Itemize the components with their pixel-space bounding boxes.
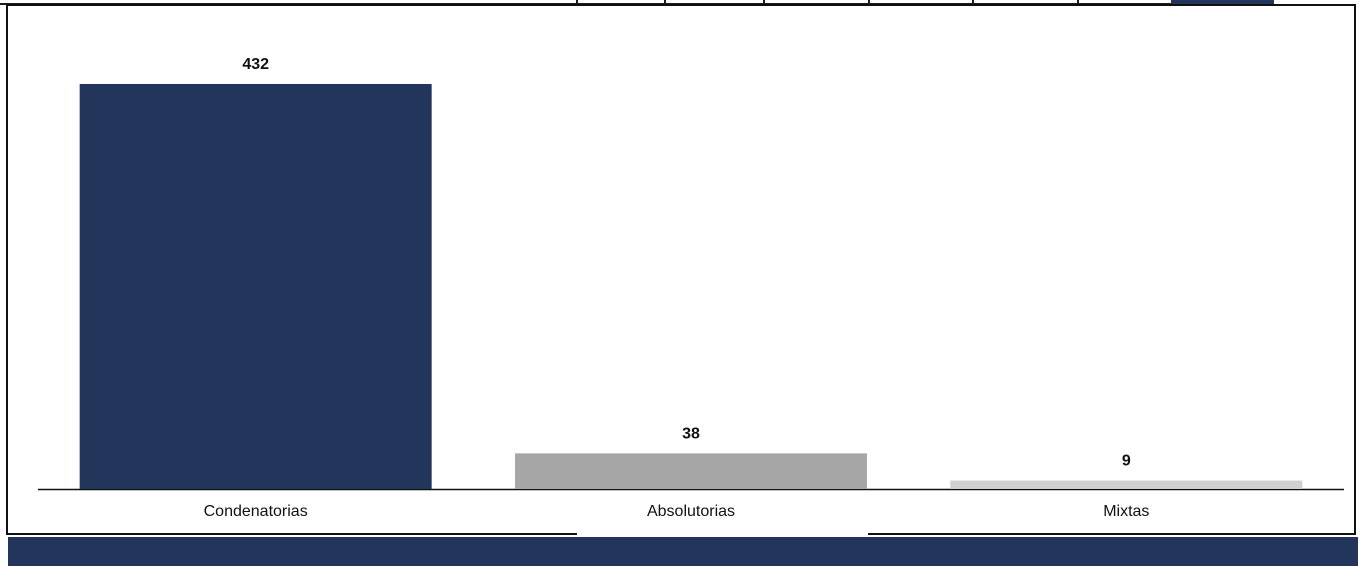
chart-frame: 432 Condenatorias 38 Absolutorias 9 Mixtas [6, 4, 1356, 535]
top-cell-divider [868, 0, 870, 5]
top-active-cell [1171, 0, 1274, 6]
bottom-notch [577, 533, 868, 537]
bar-chart: 432 Condenatorias 38 Absolutorias 9 Mixtas [38, 56, 1344, 520]
top-cell-divider [763, 0, 765, 5]
data-label-absolutorias: 38 [682, 425, 700, 442]
top-cell-divider [972, 0, 974, 5]
top-cell-divider [1077, 0, 1079, 5]
bar-condenatorias [79, 84, 432, 489]
category-label-mixtas: Mixtas [1103, 503, 1149, 520]
top-cell-divider [664, 0, 666, 5]
category-label-absolutorias: Absolutorias [647, 503, 735, 520]
bottom-banner [8, 537, 1358, 566]
top-cell-divider [576, 0, 578, 5]
data-label-condenatorias: 432 [242, 56, 269, 73]
category-label-condenatorias: Condenatorias [204, 503, 308, 520]
data-label-mixtas: 9 [1122, 453, 1131, 470]
bar-mixtas [950, 480, 1303, 489]
bar-absolutorias [515, 453, 867, 489]
